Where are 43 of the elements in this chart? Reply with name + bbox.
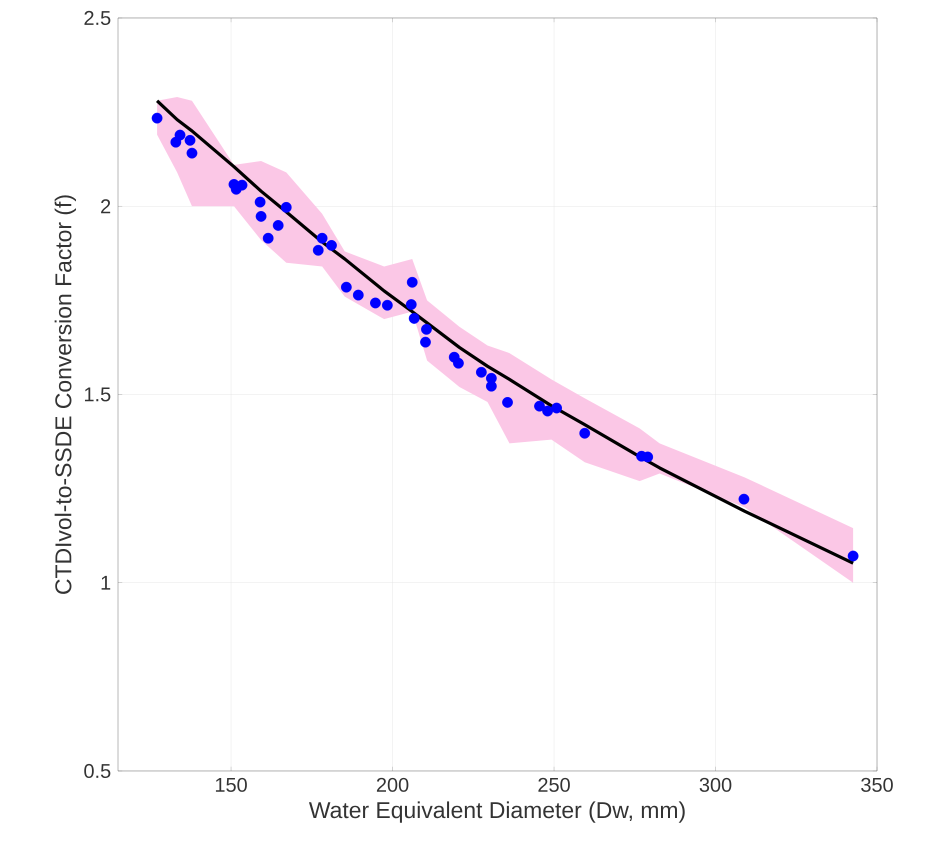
y-tick-label: 1 [102,576,110,590]
y-tick-label: 2.5 [84,10,110,26]
point [848,550,858,562]
point [326,240,337,251]
y-tick-label: 1.5 [84,388,110,402]
point [406,299,417,310]
point [382,300,393,311]
x-tick-label: 200 [376,778,408,792]
point [370,298,381,308]
x-tick-label: 300 [700,778,732,792]
point [340,282,352,293]
point [579,428,590,439]
point [534,400,545,412]
x-axis-title: Water Equivalent Diameter (Dw, mm) [308,801,685,823]
point [502,397,513,408]
point [542,406,553,416]
point [170,136,182,148]
point [406,276,418,288]
point [352,290,364,300]
point [453,358,464,369]
point [312,244,324,256]
point [184,134,196,146]
point [551,402,562,414]
point [476,366,487,378]
point [254,196,266,208]
point [186,148,198,159]
x-tick-label: 250 [538,778,570,792]
point [280,202,292,213]
x-tick-label: 150 [216,778,247,792]
point [738,494,750,505]
point [420,336,431,348]
point [256,211,266,222]
point [272,220,284,231]
point [486,380,497,392]
point [408,313,420,324]
y-tick-label: 2 [101,199,110,214]
point [421,324,432,335]
point [152,112,162,124]
x-tick-label: 350 [861,778,893,792]
y-tick-label: 0.5 [84,764,110,778]
y-axis-title: CTDIvol-to-SSDE Conversion Factor (f) [54,195,76,594]
point [316,232,328,244]
point [262,232,274,244]
